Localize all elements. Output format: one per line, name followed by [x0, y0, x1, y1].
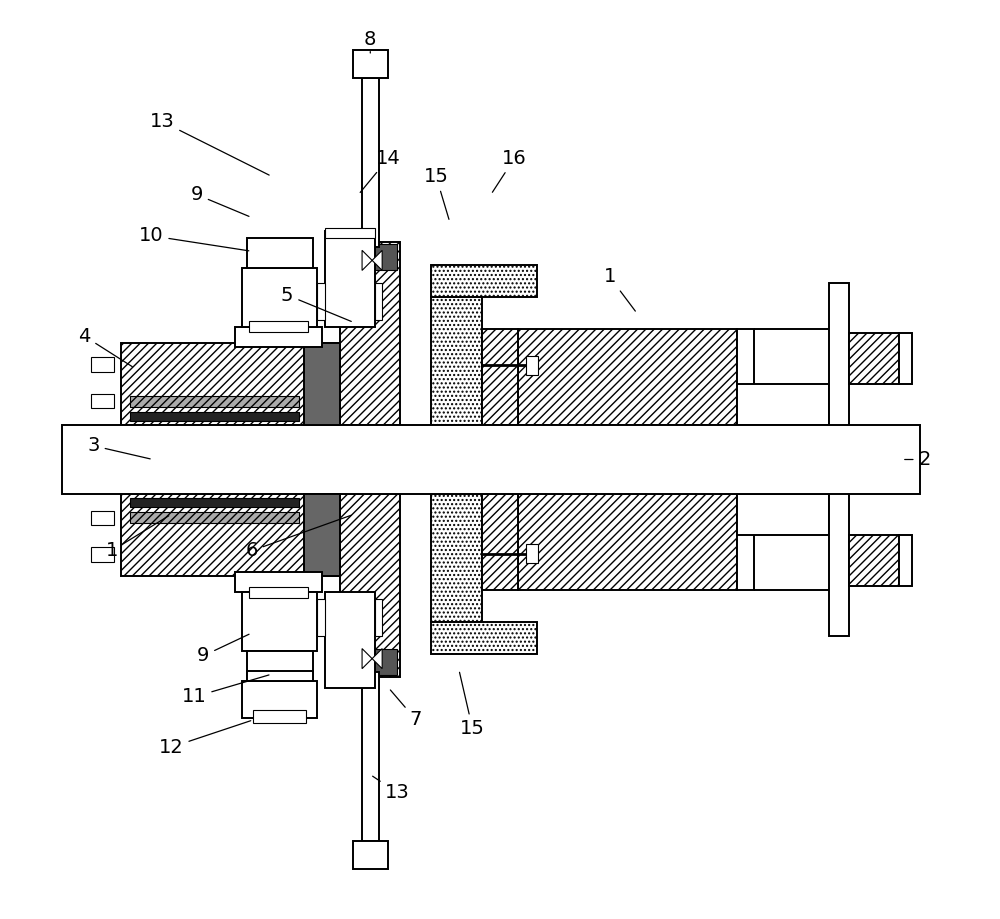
Text: 14: 14 [360, 149, 401, 192]
Bar [130, 412, 299, 421]
Bar [362, 78, 379, 246]
Polygon shape [362, 649, 372, 669]
Text: 5: 5 [281, 286, 351, 322]
Polygon shape [372, 250, 382, 270]
Bar [431, 494, 482, 622]
Bar [130, 498, 299, 507]
Bar [526, 357, 538, 375]
Bar [518, 329, 737, 425]
Bar [849, 535, 899, 585]
Bar [249, 587, 308, 598]
Bar [130, 513, 299, 524]
Text: 4: 4 [78, 326, 132, 367]
Bar [899, 334, 912, 384]
Bar [375, 283, 382, 320]
Bar [242, 592, 317, 652]
Text: 15: 15 [424, 167, 449, 220]
Bar [353, 51, 388, 78]
Text: 1: 1 [106, 516, 169, 561]
Bar [340, 494, 400, 677]
Bar [325, 232, 375, 327]
Text: 16: 16 [492, 149, 527, 192]
Bar [431, 265, 537, 297]
Bar [375, 599, 382, 636]
Bar [340, 242, 400, 425]
Bar [343, 650, 397, 675]
Bar [91, 393, 114, 408]
Text: 9: 9 [197, 634, 249, 665]
Bar [249, 321, 308, 332]
Bar [91, 511, 114, 526]
Bar [431, 297, 482, 425]
Bar [482, 329, 518, 425]
Bar [325, 592, 375, 687]
Text: 15: 15 [460, 673, 485, 739]
Text: 2: 2 [905, 450, 931, 469]
Bar [317, 599, 325, 636]
Bar [121, 343, 340, 425]
Bar [247, 238, 313, 267]
Bar [482, 494, 518, 590]
Polygon shape [372, 649, 382, 669]
Bar [362, 673, 379, 841]
Bar [325, 229, 375, 237]
Bar [242, 682, 317, 718]
Bar [317, 283, 325, 320]
Bar [829, 283, 849, 636]
Bar [737, 384, 829, 425]
Polygon shape [362, 250, 372, 270]
Bar [849, 334, 899, 384]
Bar [62, 425, 920, 494]
Text: 3: 3 [87, 437, 150, 459]
Bar [737, 494, 829, 535]
Bar [91, 357, 114, 372]
Text: 6: 6 [245, 516, 351, 561]
Bar [247, 652, 313, 681]
Bar [235, 572, 322, 592]
Bar [304, 494, 340, 576]
Text: 10: 10 [139, 226, 249, 251]
Text: 13: 13 [150, 112, 269, 176]
Text: 12: 12 [159, 720, 251, 756]
Bar [242, 267, 317, 327]
Bar [518, 494, 737, 590]
Text: 9: 9 [191, 185, 249, 216]
Bar [304, 343, 340, 425]
Bar [247, 672, 313, 681]
Bar [899, 535, 912, 585]
Bar [130, 395, 299, 406]
Text: 7: 7 [390, 690, 422, 730]
Bar [353, 841, 388, 868]
Text: 8: 8 [364, 29, 376, 53]
Bar [121, 494, 340, 576]
Text: 13: 13 [373, 777, 410, 802]
Bar [253, 709, 306, 722]
Bar [343, 244, 397, 269]
Bar [737, 329, 754, 590]
Text: 11: 11 [182, 675, 269, 707]
Bar [526, 544, 538, 562]
Bar [431, 622, 537, 654]
Bar [91, 547, 114, 562]
Bar [235, 327, 322, 347]
Text: 1: 1 [603, 267, 635, 312]
